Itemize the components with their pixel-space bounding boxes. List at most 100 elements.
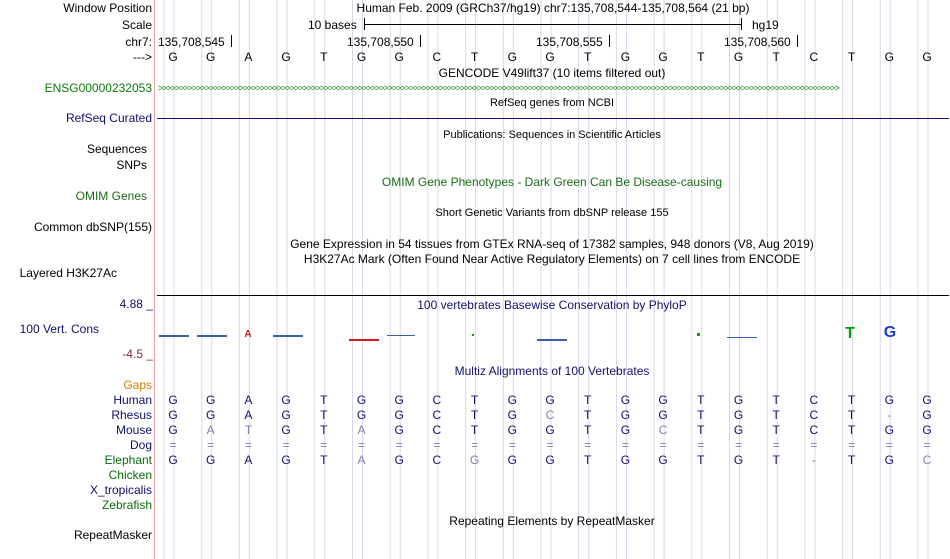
omim-track-title: OMIM Gene Phenotypes - Dark Green Can Be… bbox=[381, 175, 723, 189]
alignment-base: T bbox=[772, 393, 780, 407]
gaps-label: Gaps bbox=[123, 378, 152, 392]
alignment-base: G bbox=[545, 393, 555, 407]
label-divider bbox=[154, 0, 155, 559]
scale-label: Scale bbox=[121, 18, 152, 32]
alignment-base: C bbox=[922, 453, 932, 467]
position-label: 135,708,555 bbox=[536, 35, 603, 49]
repeatmasker-track-title: Repeating Elements by RepeatMasker bbox=[449, 514, 655, 528]
repeatmasker-label[interactable]: RepeatMasker bbox=[73, 528, 152, 542]
alignment-base: T bbox=[847, 408, 856, 422]
assembly-info: Human Feb. 2009 (GRCh37/hg19) chr7:135,7… bbox=[356, 1, 750, 15]
alignment-base: G bbox=[922, 423, 932, 437]
position-tick bbox=[231, 35, 232, 47]
sequence-base: C bbox=[809, 50, 819, 64]
alignment-base: T bbox=[584, 453, 592, 467]
alignment-base: C bbox=[432, 453, 442, 467]
refseq-gene-feature[interactable] bbox=[157, 118, 949, 119]
alignment-base: = bbox=[433, 438, 441, 452]
alignment-base: T bbox=[470, 393, 479, 407]
alignment-base: - bbox=[811, 453, 816, 467]
alignment-base: = bbox=[282, 438, 290, 452]
alignment-base: G bbox=[281, 423, 291, 437]
phylop-track-title: 100 vertebrates Basewise Conservation by… bbox=[417, 298, 687, 312]
omim-label[interactable]: OMIM Genes bbox=[75, 189, 147, 203]
alignment-base: - bbox=[887, 408, 892, 422]
alignment-base: C bbox=[432, 423, 442, 437]
phylop-label[interactable]: 100 Vert. Cons bbox=[19, 322, 99, 336]
alignment-base: G bbox=[507, 453, 517, 467]
scale-bar bbox=[364, 24, 742, 25]
publications-track-title: Publications: Sequences in Scientific Ar… bbox=[443, 129, 661, 141]
alignment-base: T bbox=[320, 423, 328, 437]
alignment-base: A bbox=[357, 453, 366, 467]
alignment-base: = bbox=[508, 438, 516, 452]
dbsnp-label[interactable]: Common dbSNP(155) bbox=[33, 220, 152, 234]
position-tick bbox=[420, 35, 421, 47]
alignment-base: G bbox=[733, 423, 744, 437]
sequences-label[interactable]: Sequences bbox=[86, 142, 147, 156]
alignment-base: T bbox=[584, 408, 592, 422]
alignment-base: = bbox=[621, 438, 629, 452]
alignment-base: G bbox=[281, 393, 291, 407]
sequence-base: G bbox=[507, 50, 517, 64]
snps-label[interactable]: SNPs bbox=[116, 158, 147, 172]
alignment-base: G bbox=[922, 393, 932, 407]
alignment-base: = bbox=[734, 438, 742, 452]
sequence-base: G bbox=[658, 50, 668, 64]
alignment-base: T bbox=[584, 423, 592, 437]
alignment-base: G bbox=[658, 393, 668, 407]
alignment-base: G bbox=[469, 453, 480, 467]
sequence-base: G bbox=[884, 50, 894, 64]
sequence-base: G bbox=[620, 50, 631, 64]
alignment-base: T bbox=[697, 453, 705, 467]
alignment-base: G bbox=[281, 408, 291, 422]
alignment-base: G bbox=[733, 408, 744, 422]
alignment-base: G bbox=[620, 408, 631, 422]
phylop-bar bbox=[387, 335, 415, 336]
alignment-base: G bbox=[168, 393, 178, 407]
chr-label: chr7: bbox=[125, 35, 152, 49]
phylop-bar bbox=[349, 339, 379, 341]
alignment-base: T bbox=[584, 393, 592, 407]
alignment-base: G bbox=[356, 393, 367, 407]
alignment-base: G bbox=[545, 453, 555, 467]
sequence-base: G bbox=[281, 50, 291, 64]
alignment-base: = bbox=[320, 438, 328, 452]
alignment-base: T bbox=[772, 423, 780, 437]
phylop-bar bbox=[472, 334, 474, 336]
position-tick bbox=[609, 35, 610, 47]
alignment-base: G bbox=[884, 453, 894, 467]
alignment-base: = bbox=[357, 438, 365, 452]
h3k27ac-track-title: H3K27Ac Mark (Often Found Near Active Re… bbox=[303, 252, 801, 266]
alignment-base: = bbox=[584, 438, 592, 452]
alignment-base: T bbox=[847, 393, 856, 407]
sequence-base: T bbox=[697, 50, 705, 64]
dbsnp-track-title: Short Genetic Variants from dbSNP releas… bbox=[435, 207, 669, 219]
sequence-base: T bbox=[470, 50, 479, 64]
alignment-base: = bbox=[810, 438, 818, 452]
phylop-logo-letter: T bbox=[845, 325, 855, 342]
position-tick bbox=[797, 35, 798, 47]
species-label-mouse: Mouse bbox=[115, 423, 152, 437]
alignment-base: T bbox=[697, 423, 705, 437]
alignment-base: G bbox=[507, 393, 517, 407]
alignment-base: = bbox=[885, 438, 893, 452]
species-label-dog: Dog bbox=[129, 438, 152, 452]
db-name: hg19 bbox=[752, 18, 779, 32]
alignment-base: T bbox=[470, 423, 479, 437]
alignment-base: A bbox=[244, 393, 253, 407]
gencode-gene-feature[interactable]: >>>>>>>>>>>>>>>>>>>>>>>>>>>>>>>>>>>>>>>>… bbox=[158, 83, 840, 93]
species-label-rhesus: Rhesus bbox=[111, 408, 152, 422]
phylop-conservation-plot[interactable]: A T G bbox=[157, 322, 950, 346]
sequence-base: A bbox=[244, 50, 253, 64]
gencode-gene-label[interactable]: ENSG00000232053 bbox=[44, 81, 152, 95]
alignment-base: C bbox=[432, 408, 442, 422]
refseq-label[interactable]: RefSeq Curated bbox=[65, 111, 152, 125]
alignment-base: = bbox=[923, 438, 931, 452]
h3k27ac-label[interactable]: Layered H3K27Ac bbox=[19, 266, 117, 280]
alignment-base: G bbox=[545, 423, 555, 437]
sequence-base: G bbox=[922, 50, 932, 64]
phylop-min-label: -4.5 _ bbox=[122, 347, 153, 361]
alignment-base: G bbox=[394, 453, 404, 467]
species-label-x_tropicalis: X_tropicalis bbox=[89, 483, 152, 497]
